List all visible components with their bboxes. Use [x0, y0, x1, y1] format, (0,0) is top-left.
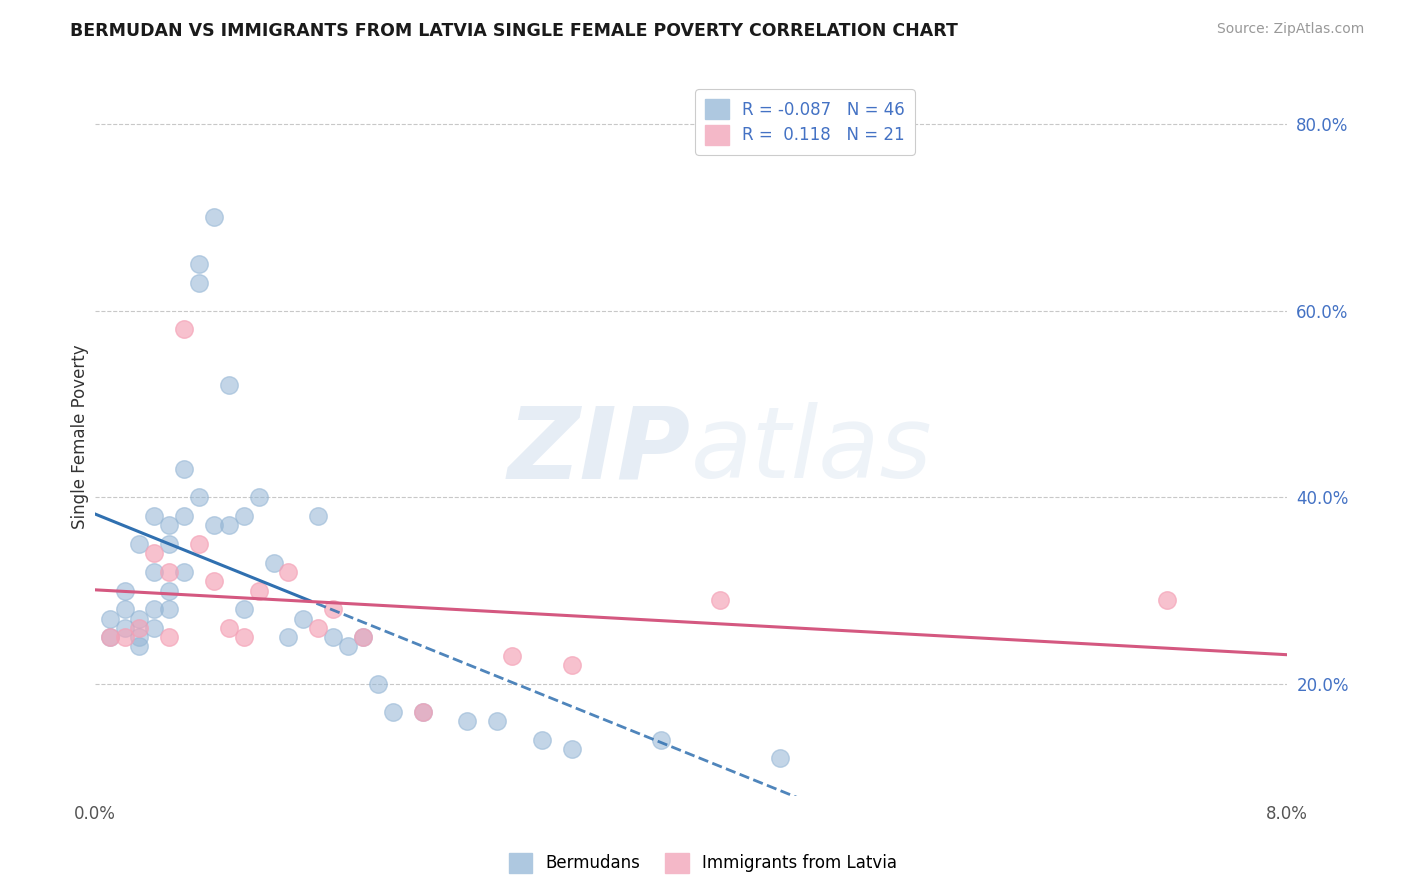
Point: [650, 732, 672, 747]
Point: [98, 630, 121, 644]
Point: [367, 677, 389, 691]
Point: [1156, 592, 1178, 607]
Legend: R = -0.087   N = 46, R =  0.118   N = 21: R = -0.087 N = 46, R = 0.118 N = 21: [696, 89, 915, 154]
Point: [143, 546, 166, 560]
Point: [188, 276, 211, 290]
Legend: Bermudans, Immigrants from Latvia: Bermudans, Immigrants from Latvia: [502, 847, 904, 880]
Point: [307, 621, 329, 635]
Point: [277, 565, 299, 579]
Point: [709, 592, 731, 607]
Point: [486, 714, 509, 728]
Point: [188, 490, 211, 504]
Point: [352, 630, 374, 644]
Point: [412, 705, 434, 719]
Point: [307, 508, 329, 523]
Point: [501, 648, 523, 663]
Point: [128, 630, 150, 644]
Point: [292, 611, 315, 625]
Point: [560, 658, 582, 673]
Point: [128, 640, 150, 654]
Text: atlas: atlas: [690, 402, 932, 500]
Point: [322, 602, 344, 616]
Point: [157, 583, 180, 598]
Point: [143, 621, 166, 635]
Point: [530, 732, 553, 747]
Point: [247, 583, 270, 598]
Point: [202, 518, 225, 533]
Point: [173, 565, 195, 579]
Point: [188, 257, 211, 271]
Point: [173, 508, 195, 523]
Point: [277, 630, 299, 644]
Point: [173, 322, 195, 336]
Point: [188, 537, 211, 551]
Point: [98, 611, 121, 625]
Point: [456, 714, 478, 728]
Point: [247, 490, 270, 504]
Point: [218, 378, 240, 392]
Point: [352, 630, 374, 644]
Point: [157, 537, 180, 551]
Point: [337, 640, 360, 654]
Y-axis label: Single Female Poverty: Single Female Poverty: [72, 344, 89, 529]
Point: [114, 621, 136, 635]
Point: [263, 556, 285, 570]
Text: BERMUDAN VS IMMIGRANTS FROM LATVIA SINGLE FEMALE POVERTY CORRELATION CHART: BERMUDAN VS IMMIGRANTS FROM LATVIA SINGL…: [70, 22, 957, 40]
Point: [560, 742, 582, 756]
Point: [128, 611, 150, 625]
Point: [143, 602, 166, 616]
Point: [143, 565, 166, 579]
Point: [202, 211, 225, 225]
Text: ZIP: ZIP: [508, 402, 690, 500]
Point: [157, 602, 180, 616]
Point: [157, 565, 180, 579]
Point: [218, 518, 240, 533]
Point: [232, 508, 254, 523]
Point: [381, 705, 404, 719]
Point: [157, 518, 180, 533]
Point: [128, 621, 150, 635]
Point: [143, 508, 166, 523]
Point: [202, 574, 225, 589]
Point: [218, 621, 240, 635]
Point: [322, 630, 344, 644]
Point: [98, 630, 121, 644]
Point: [128, 537, 150, 551]
Text: Source: ZipAtlas.com: Source: ZipAtlas.com: [1216, 22, 1364, 37]
Point: [769, 751, 792, 765]
Point: [232, 630, 254, 644]
Point: [114, 602, 136, 616]
Point: [173, 462, 195, 476]
Point: [114, 630, 136, 644]
Point: [114, 583, 136, 598]
Point: [412, 705, 434, 719]
Point: [232, 602, 254, 616]
Point: [157, 630, 180, 644]
